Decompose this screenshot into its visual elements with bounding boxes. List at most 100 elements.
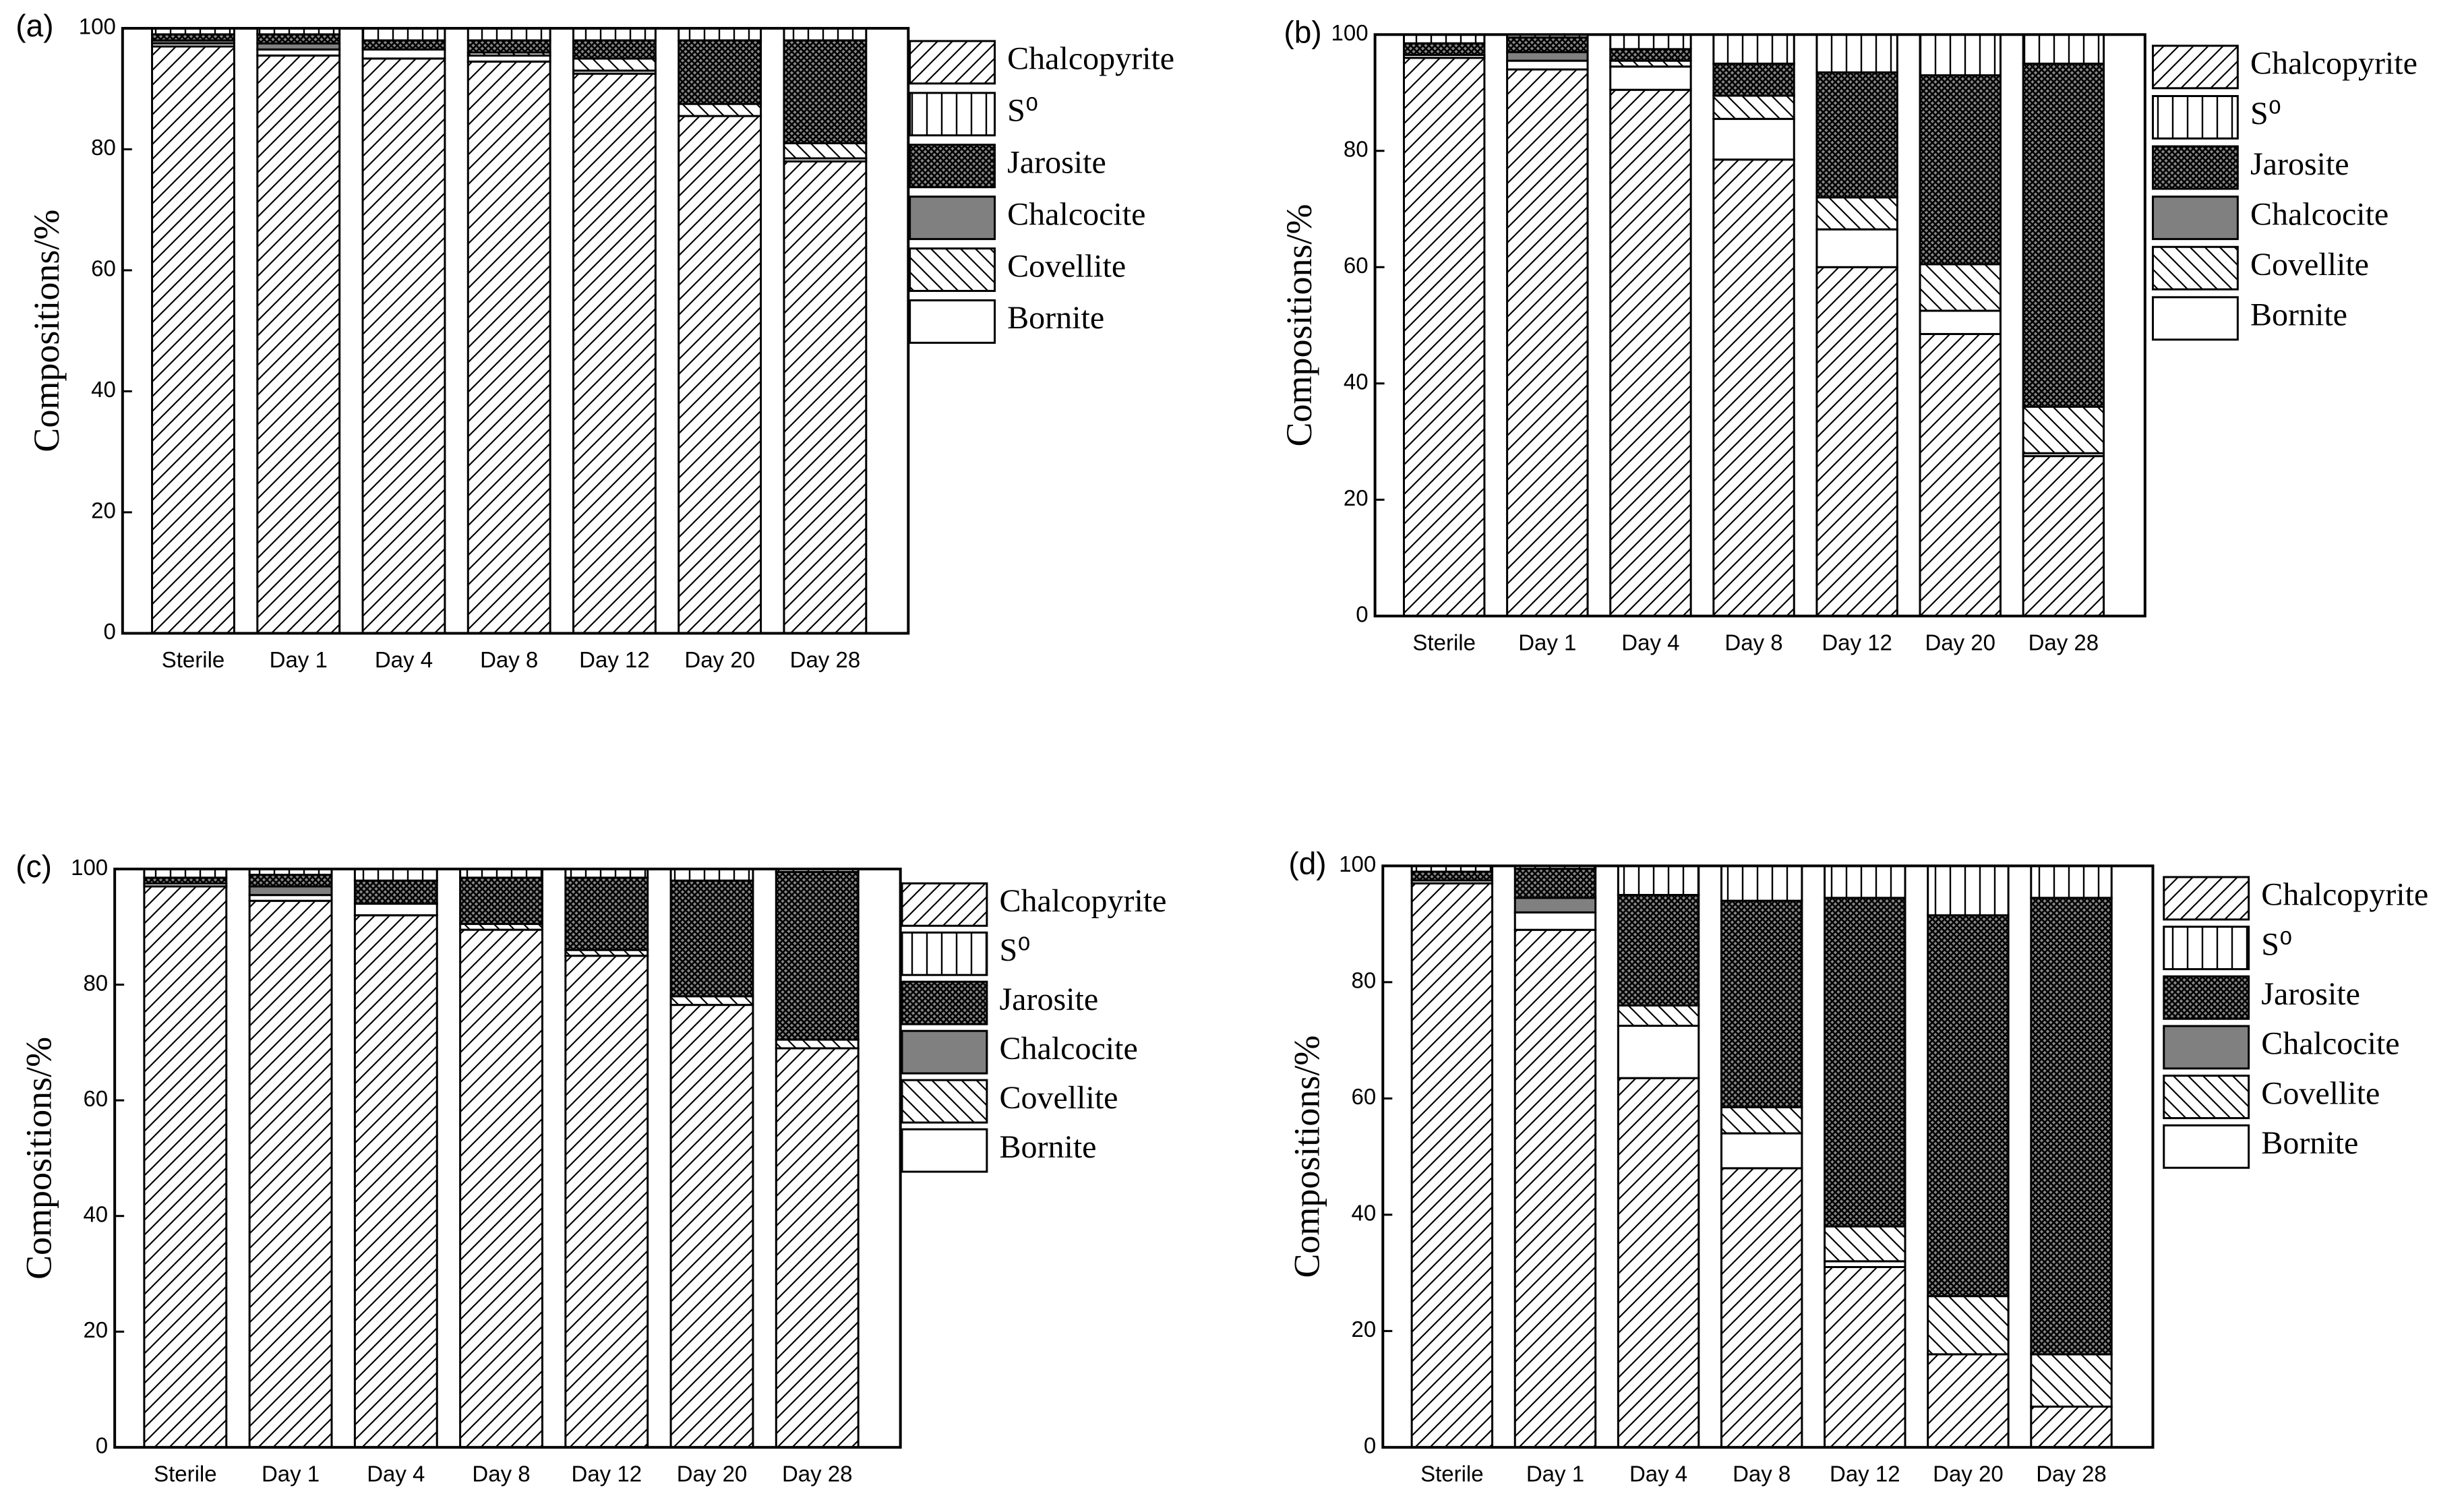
y-axis-label: Compositions/% <box>18 1037 59 1280</box>
bar-segment <box>783 27 868 42</box>
legend-swatch <box>2151 145 2239 190</box>
bar-segment <box>1720 1132 1803 1170</box>
bar-segment <box>353 868 438 882</box>
legend-label: Chalcocite <box>1000 1031 1138 1067</box>
legend-label: Chalcopyrite <box>2261 877 2428 913</box>
bar-segment <box>572 72 657 634</box>
legend-swatch <box>909 247 996 293</box>
x-tick-label: Day 20 <box>1933 1462 2004 1487</box>
bar-segment <box>1919 309 2002 335</box>
legend-label: Chalcocite <box>2261 1026 2399 1062</box>
bar-segment <box>1712 94 1795 120</box>
bar-segment <box>1506 51 1589 62</box>
bar-segment <box>2030 897 2113 1356</box>
panel: Sterile Day 1 Day 4 Day 8 Day 12 Day 20 Day 28… <box>1279 14 2417 655</box>
bar-segment <box>669 868 754 882</box>
bar-segment <box>1815 196 1898 231</box>
bar-segment <box>1617 1025 1700 1079</box>
bar-segment <box>1513 868 1597 899</box>
legend-swatch <box>2163 876 2250 921</box>
bar-segment <box>467 27 551 42</box>
bar-segment <box>1402 42 1486 56</box>
bar-segment <box>1506 68 1589 618</box>
y-tick-label: 20 <box>91 498 116 523</box>
bar-segment <box>459 876 543 926</box>
bar-segment <box>1712 62 1795 97</box>
y-tick-label: 40 <box>1352 1201 1377 1226</box>
bar-segment <box>1824 1225 1906 1263</box>
plot-frame <box>113 868 902 1449</box>
x-tick-label: Day 1 <box>1518 630 1576 655</box>
bar-segment <box>248 885 333 897</box>
legend-swatch <box>901 931 988 976</box>
bar-segment <box>1927 864 2010 917</box>
x-tick-label: Day 4 <box>375 647 433 672</box>
bar-segment <box>143 885 228 1449</box>
legend-label: Chalcopyrite <box>2250 46 2417 82</box>
legend-label: Jarosite <box>1007 144 1106 180</box>
legend-swatch <box>2163 926 2250 971</box>
bar-segment <box>564 876 649 951</box>
bar-segment <box>678 39 762 105</box>
bar-segment <box>2022 455 2105 618</box>
bar-segment <box>2030 1353 2113 1408</box>
x-tick-label: Day 4 <box>1629 1462 1687 1487</box>
x-tick-label: Day 12 <box>579 647 650 672</box>
x-tick-label: Day 8 <box>1724 630 1782 655</box>
x-tick-label: Day 20 <box>684 647 755 672</box>
bar-segment <box>361 57 446 634</box>
bar-segment <box>1712 117 1795 161</box>
x-tick-label: Day 28 <box>2036 1462 2107 1487</box>
legend-swatch <box>2151 94 2239 140</box>
bar-segment <box>1927 1353 2010 1449</box>
bar-segment <box>1720 899 1803 1108</box>
bar-segment <box>2030 864 2113 899</box>
y-tick-label: 100 <box>1331 20 1369 45</box>
bar-segment <box>1513 911 1597 931</box>
bar-segment <box>669 879 754 998</box>
legend-label: Covellite <box>1000 1080 1118 1116</box>
bar-segment <box>678 115 762 634</box>
legend-swatch <box>901 1079 988 1124</box>
panel: Sterile Day 1 Day 4 Day 8 Day 12 Day 20 Day 28… <box>1286 846 2428 1487</box>
panel-label: (a) <box>16 8 53 43</box>
legend-label: Bornite <box>1000 1129 1097 1165</box>
bar-segment <box>1720 864 1803 902</box>
legend-label: Bornite <box>1007 300 1104 336</box>
y-tick-label: 40 <box>1344 369 1369 394</box>
y-tick-label: 80 <box>1352 968 1377 993</box>
bar-segment <box>1919 33 2002 77</box>
y-tick-label: 60 <box>1352 1084 1377 1109</box>
bar-segment <box>353 879 438 905</box>
y-tick-label: 0 <box>103 619 115 644</box>
bar-segment <box>1410 870 1494 882</box>
legend-swatch <box>901 882 988 927</box>
bar-segment <box>1720 1106 1803 1135</box>
bar-segment <box>2022 33 2105 65</box>
bar-segment <box>1609 88 1692 618</box>
bar-segment <box>678 27 762 42</box>
bar-segment <box>1919 263 2002 312</box>
bar-segment <box>467 60 551 634</box>
bar-segment <box>2030 1405 2113 1449</box>
y-tick-label: 60 <box>1344 253 1369 278</box>
y-tick-label: 80 <box>83 970 108 995</box>
x-tick-label: Day 28 <box>790 647 861 672</box>
legend-swatch <box>901 1029 988 1075</box>
legend-label: S⁰ <box>1000 932 1031 968</box>
x-tick-label: Sterile <box>1420 1462 1484 1487</box>
legend-label: Chalcopyrite <box>1000 883 1167 919</box>
y-tick-label: 100 <box>79 14 116 39</box>
panel-label: (c) <box>16 849 52 884</box>
legend-swatch <box>2163 1075 2250 1120</box>
bar-segment <box>151 45 235 634</box>
bar-segment <box>361 48 446 60</box>
y-tick-label: 80 <box>91 135 116 160</box>
y-tick-label: 20 <box>83 1317 108 1342</box>
bar-segment <box>1815 266 1898 618</box>
legend-label: S⁰ <box>1007 93 1038 129</box>
x-tick-label: Day 12 <box>1830 1462 1900 1487</box>
x-tick-label: Day 28 <box>782 1462 853 1487</box>
legend-swatch <box>2151 245 2239 291</box>
